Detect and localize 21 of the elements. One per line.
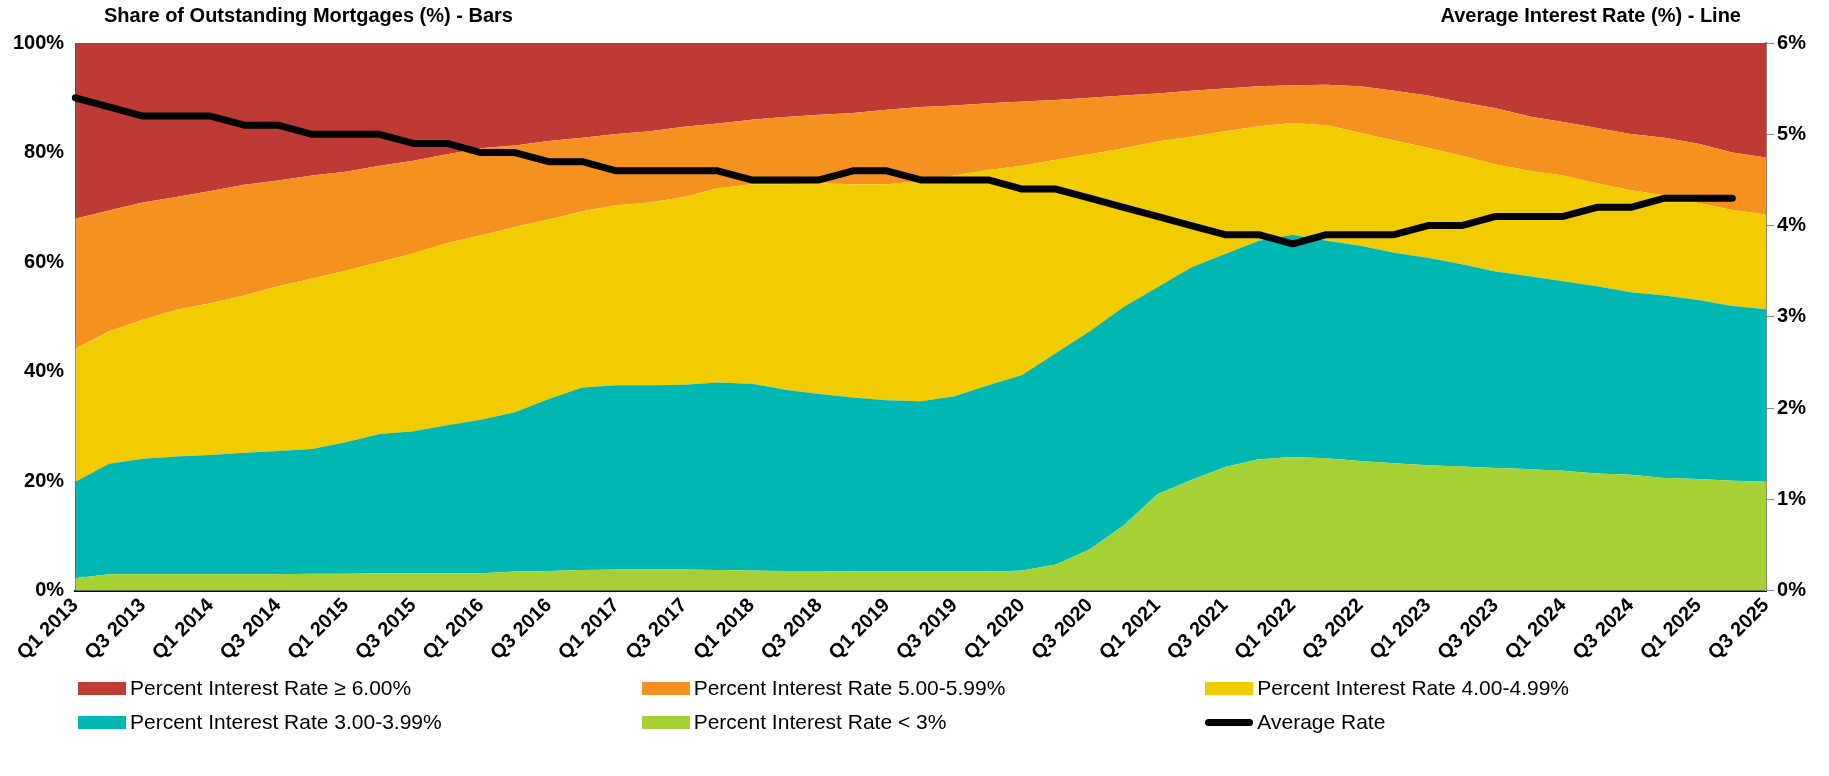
y-tick-label: 100% [13,30,65,53]
y2-tick-label: 1% [1777,486,1807,509]
legend-label: Percent Interest Rate 3.00-3.99% [130,710,442,734]
legend-label: Percent Interest Rate 5.00-5.99% [693,676,1006,700]
y-tick-label: 60% [24,249,65,272]
y2-tick-label: 3% [1777,304,1807,327]
legend-label: Percent Interest Rate < 3% [693,710,947,734]
y-tick-label: 80% [24,140,65,163]
y-tick-label: 20% [24,468,65,491]
y2-axis-title: Average Interest Rate (%) - Line [1440,4,1741,27]
y-tick-label: 0% [35,578,65,601]
y2-tick-label: 4% [1777,213,1807,236]
legend-label: Average Rate [1257,710,1386,734]
legend-label: Percent Interest Rate ≥ 6.00% [130,676,412,700]
y2-tick-label: 6% [1777,30,1807,53]
y2-tick-label: 0% [1777,578,1807,601]
y2-tick-label: 2% [1777,395,1807,418]
y2-tick-label: 5% [1777,121,1807,144]
y-axis-title: Share of Outstanding Mortgages (%) - Bars [104,4,513,27]
y-tick-label: 40% [24,359,65,382]
legend-label: Percent Interest Rate 4.00-4.99% [1257,676,1570,700]
